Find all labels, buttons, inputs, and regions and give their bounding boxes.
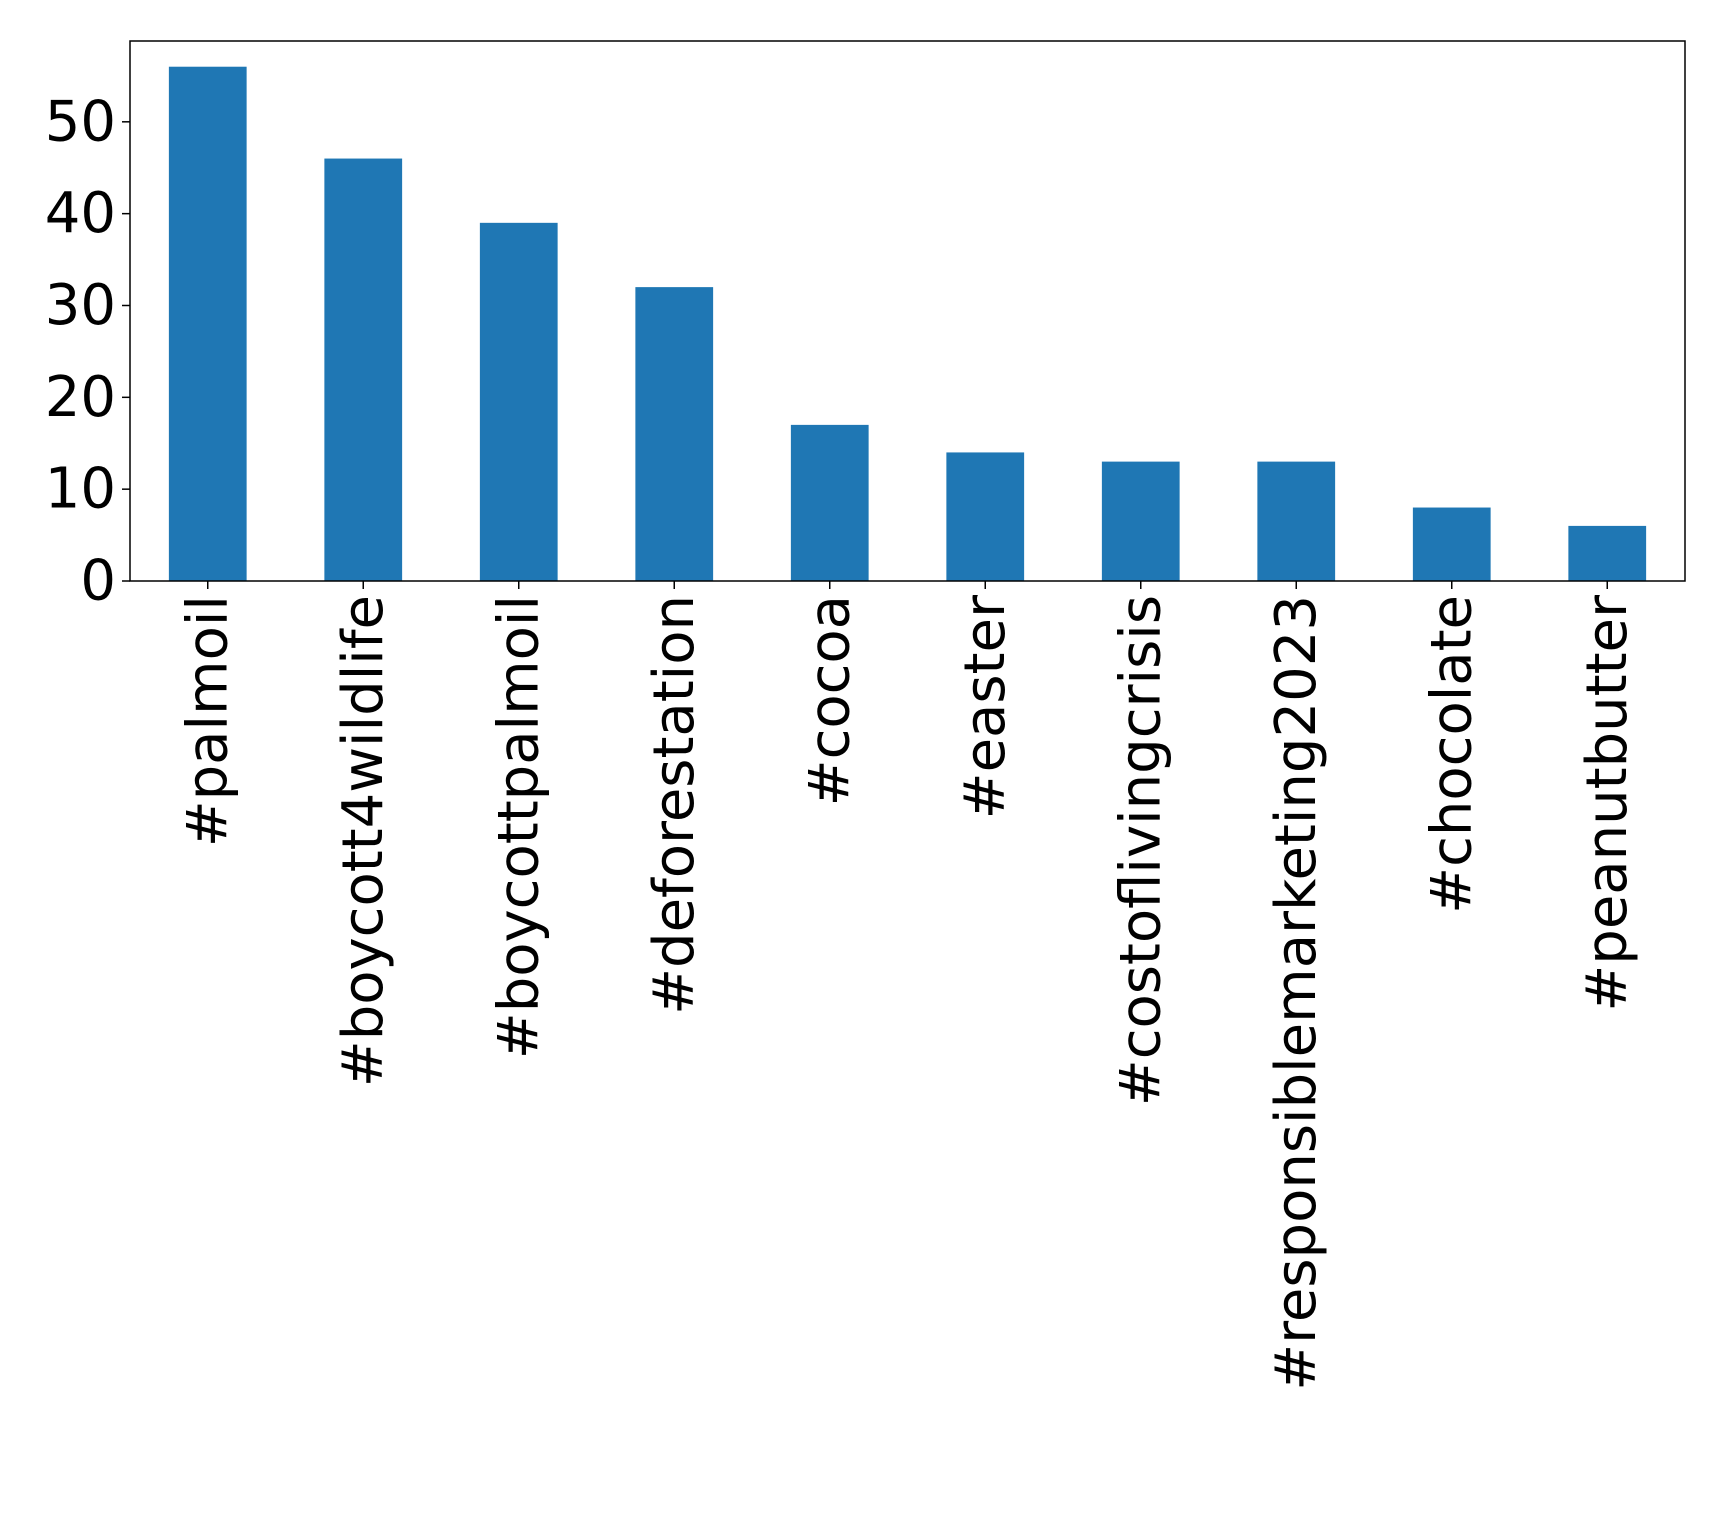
bars-group — [168, 66, 1647, 581]
x-tick-label-0: #palmoil — [175, 595, 240, 847]
plot-frame — [129, 40, 1686, 582]
bar-1 — [324, 158, 403, 581]
y-axis: 0 10 20 30 40 50 — [45, 89, 130, 614]
y-tick-label-2: 20 — [45, 365, 116, 430]
x-tick-label-2: #boycottpalmoil — [486, 595, 551, 1059]
x-tick-label-8: #chocolate — [1419, 595, 1484, 914]
bar-5 — [946, 452, 1025, 581]
bar-4 — [790, 424, 869, 581]
x-tick-label-1: #boycott4wildlife — [331, 595, 396, 1087]
bar-2 — [479, 222, 558, 581]
y-tick-label-3: 30 — [45, 273, 116, 338]
bar-3 — [635, 287, 714, 581]
x-axis: #palmoil #boycott4wildlife #boycottpalmoil… — [175, 581, 1640, 1391]
y-tick-label-5: 50 — [45, 89, 116, 154]
y-tick-label-4: 40 — [45, 181, 116, 246]
bar-7 — [1257, 461, 1336, 581]
bar-8 — [1412, 507, 1491, 581]
x-tick-label-6: #costoflivingcrisis — [1108, 595, 1173, 1106]
bar-6 — [1101, 461, 1180, 581]
x-tick-label-4: #cocoa — [797, 595, 862, 806]
x-tick-label-5: #easter — [953, 594, 1018, 819]
bar-0 — [168, 66, 247, 581]
bar-9 — [1568, 525, 1647, 581]
y-tick-label-0: 0 — [80, 549, 116, 614]
x-tick-label-7: #responsiblemarketing2023 — [1264, 595, 1329, 1391]
x-tick-label-3: #deforestation — [642, 595, 707, 1015]
x-tick-label-9: #peanutbutter — [1575, 594, 1640, 1012]
y-tick-label-1: 10 — [45, 457, 116, 522]
